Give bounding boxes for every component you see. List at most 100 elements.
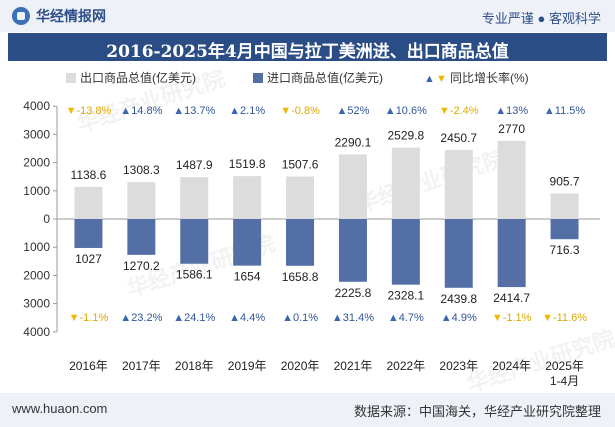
export-value-label: 1487.9 [176,158,213,172]
export-bar [497,140,526,219]
import-growth-label: ▲4.4% [229,312,265,324]
growth-value: 2.1% [240,105,265,117]
growth-value: -2.4% [450,105,479,117]
growth-value: 0.1% [293,312,318,324]
growth-value: 10.6% [396,105,427,117]
slogan: 专业严谨 ● 客观科学 [481,11,601,26]
legend-swatch-export [66,73,76,83]
y-tick-label: 1000 [23,184,50,198]
import-value-label: 1270.2 [123,259,160,273]
x-category-label: 2017年 [122,359,161,373]
legend-down-arrow-icon: ▼ [436,73,447,85]
x-category-label: 2020年 [281,359,320,373]
import-growth-label: ▼-1.1% [69,312,109,324]
y-tick-label: 3000 [23,297,50,311]
import-bar [391,219,420,285]
import-bar [180,219,209,264]
import-growth-label: ▲4.9% [441,312,477,324]
growth-value: -0.8% [291,105,320,117]
import-growth-label: ▲24.1% [173,312,215,324]
import-bar [233,219,262,266]
import-value-label: 1027 [75,252,102,266]
export-bar [550,193,579,219]
legend-swatch-import [253,73,263,83]
export-growth-label: ▲52% [336,105,369,117]
x-category-label: 2016年 [69,359,108,373]
logo-icon [12,7,30,25]
export-value-label: 1308.3 [123,163,160,177]
x-category-label: 2025年 [545,359,584,373]
up-arrow-icon: ▲ [388,312,399,324]
growth-value: 4.7% [399,312,424,324]
export-growth-label: ▼-13.8% [66,105,112,117]
up-arrow-icon: ▲ [544,105,555,117]
export-bar [233,176,262,219]
import-value-label: 1658.8 [282,270,319,284]
growth-labels: ▼-13.8%▼-1.1%▲14.8%▲23.2%▲13.7%▲24.1%▲2.… [66,105,588,324]
legend-label-growth: 同比增长率(%) [450,70,529,85]
import-growth-label: ▲4.7% [388,312,424,324]
y-tick-label: 3000 [23,127,50,141]
x-axis: 2016年 2017年 2018年 2019年 2020年 2021年 2022年 2023年… [69,359,584,388]
up-arrow-icon: ▲ [173,312,184,324]
import-bar [444,219,473,288]
export-value-label: 1519.8 [229,157,266,171]
export-bar [338,154,367,219]
export-growth-label: ▼-0.8% [280,105,320,117]
y-tick-label: 0 [43,212,50,226]
down-arrow-icon: ▼ [66,105,77,117]
up-arrow-icon: ▲ [229,312,240,324]
growth-value: -1.1% [80,312,109,324]
up-arrow-icon: ▲ [173,105,184,117]
logo-text: 华经情报网 [36,8,106,24]
x-category-label: 2022年 [386,359,425,373]
import-value-label: 716.3 [550,243,580,257]
export-growth-label: ▲11.5% [544,105,585,117]
watermark-text: 华经产业研究院 [354,145,508,216]
export-value-label: 2529.8 [387,129,424,143]
export-value-label: 2770 [498,122,525,136]
export-bar [127,182,156,219]
growth-value: 11.5% [555,105,586,117]
up-arrow-icon: ▲ [336,105,347,117]
up-arrow-icon: ▲ [229,105,240,117]
growth-value: -1.1% [503,312,532,324]
y-tick-label: 2000 [23,156,50,170]
growth-value: 4.4% [240,312,265,324]
legend: 出口商品总值(亿美元) 进口商品总值(亿美元) ▲ ▼ 同比增长率(%) [66,70,529,85]
y-tick-label: 1000 [23,240,50,254]
source-note: 数据来源：中国海关，华经产业研究院整理 [353,404,601,419]
import-growth-label: ▼-1.1% [492,312,532,324]
import-growth-label: ▲0.1% [282,312,318,324]
export-bar [286,176,315,219]
website-link[interactable]: www.huaon.com [12,401,108,416]
y-tick-label: 2000 [23,268,50,282]
import-bar [338,219,367,282]
down-arrow-icon: ▼ [69,312,80,324]
growth-value: 24.1% [184,312,215,324]
x-category-label: 2018年 [175,359,214,373]
export-growth-label: ▲13.7% [173,105,215,117]
chart: 出口商品总值(亿美元) 进口商品总值(亿美元) ▲ ▼ 同比增长率(%) 华经产… [23,65,615,394]
growth-value: 13.7% [184,105,215,117]
import-growth-label: ▲31.4% [332,312,374,324]
export-value-label: 2450.7 [440,131,477,145]
x-category-label: 2021年 [334,359,373,373]
export-bar [180,177,209,219]
bars [74,140,579,288]
top-bar: 华经情报网 专业严谨 ● 客观科学 [0,0,615,32]
down-arrow-icon: ▼ [542,312,553,324]
y-tick-label: 4000 [23,99,50,113]
import-growth-label: ▼-11.6% [542,312,587,324]
up-arrow-icon: ▲ [385,105,396,117]
legend-up-arrow-icon: ▲ [424,73,435,85]
growth-value: -13.8% [76,105,111,117]
footer: www.huaon.com 数据来源：中国海关，华经产业研究院整理 [0,393,615,427]
export-growth-label: ▲2.1% [229,105,265,117]
chart-title: 2016-2025年4月中国与拉丁美洲进、出口商品总值 [106,42,509,62]
data-labels: 1138.6 1027 1308.3 1270.2 1487.9 1586.1 1519.8… [71,122,580,306]
down-arrow-icon: ▼ [492,312,503,324]
y-axis: 4000 3000 2000 1000 0 1000 2000 3000 4000 [23,99,600,339]
growth-value: 13% [506,105,528,117]
x-category-label: 1-4月 [550,374,579,388]
